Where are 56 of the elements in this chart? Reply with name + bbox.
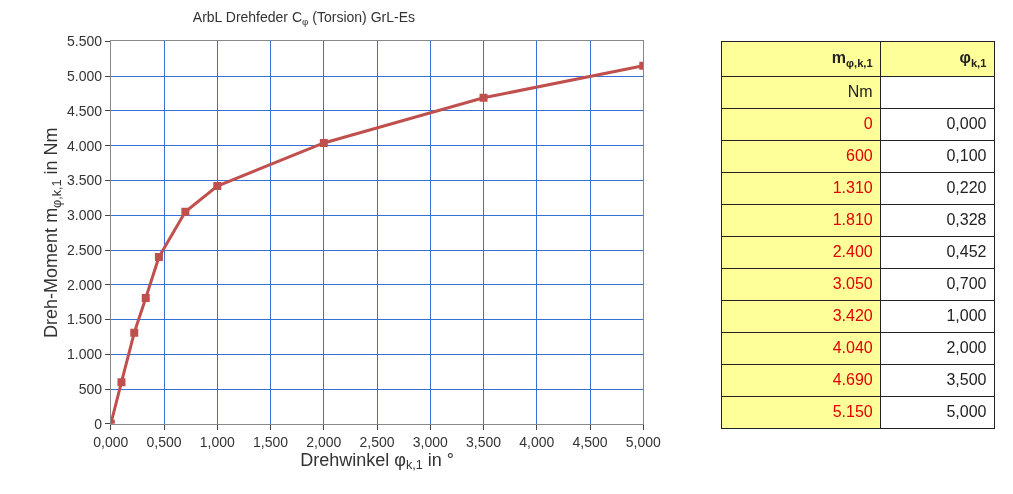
text: 0,328 — [946, 210, 987, 228]
point — [319, 138, 328, 147]
point — [213, 182, 222, 191]
y-tick-label: 3.000 — [66, 207, 103, 224]
y-tick-label: 5.500 — [66, 33, 103, 50]
text: 2,000 — [946, 338, 987, 356]
text: 3,500 — [946, 370, 987, 388]
text: 0,700 — [946, 274, 987, 292]
x-tick-label: 4,000 — [519, 433, 555, 450]
chart-title: ArbL Drehfeder C$_{φ}$ (Torsion) GrL-Es — [192, 9, 415, 28]
x-tick-label: 1,000 — [199, 433, 236, 450]
x-axis-title: Drehwinkel φ$_{k,1}$ in ° — [300, 449, 454, 473]
text: 2.400 — [832, 242, 873, 260]
point — [479, 93, 488, 102]
text: 1.810 — [832, 210, 873, 228]
point — [117, 378, 126, 387]
x-tick-label: 2,000 — [306, 433, 342, 450]
y-tick-label: 500 — [78, 381, 103, 397]
text: 600 — [845, 146, 873, 164]
text: 5,000 — [946, 402, 987, 420]
y-tick-label: 3.500 — [66, 172, 103, 189]
y-tick-label: 1.500 — [66, 311, 103, 328]
point — [141, 294, 150, 303]
y-tick-label: 1.000 — [66, 346, 103, 363]
text: 5.150 — [832, 402, 873, 420]
y-tick-label: 4.500 — [66, 102, 103, 119]
x-tick-label: 3,500 — [466, 433, 502, 450]
text: 0,100 — [946, 146, 987, 164]
y-tick-label: 4.000 — [66, 137, 103, 154]
point — [154, 252, 163, 261]
x-tick-label: 2,500 — [359, 433, 395, 450]
x-tick-label: 5,000 — [625, 433, 662, 450]
text: m$_{φ,k,1}$ — [831, 49, 873, 69]
y-tick-label: 0 — [94, 415, 103, 432]
x-tick-label: 4,500 — [572, 433, 608, 450]
text: φ$_{k,1}$ — [959, 49, 987, 69]
text: 1,000 — [946, 306, 987, 324]
y-tick-label: 2.500 — [66, 241, 103, 258]
x-tick-label: 0,500 — [146, 433, 182, 450]
y-tick-label: 5.000 — [66, 68, 103, 85]
text: 1.310 — [832, 178, 873, 196]
text: Nm — [847, 82, 873, 100]
point — [181, 207, 190, 216]
text: 0 — [863, 114, 873, 132]
text: 3.050 — [832, 274, 873, 292]
text: 4.040 — [832, 338, 873, 356]
text: 4.690 — [832, 370, 873, 388]
y-tick-label: 2.000 — [66, 276, 103, 293]
text: 0,220 — [946, 178, 987, 196]
x-tick-label: 1,500 — [253, 433, 289, 450]
point — [130, 328, 139, 337]
x-tick-label: 3,000 — [412, 433, 449, 450]
x-tick-label: 0,000 — [93, 433, 129, 450]
text: 0,452 — [946, 242, 987, 260]
text: 3.420 — [832, 306, 873, 324]
text: 0,000 — [946, 114, 987, 132]
